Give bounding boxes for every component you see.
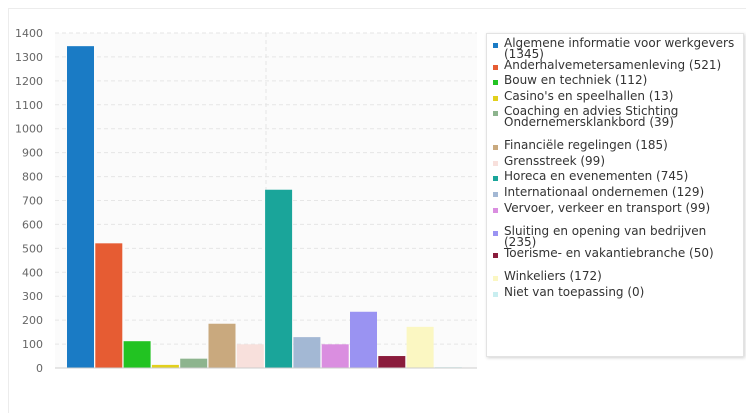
y-tick-label: 400 (22, 266, 43, 279)
y-tick-label: 600 (22, 218, 43, 231)
legend-label: Grensstreek (99) (504, 154, 605, 168)
y-tick-label: 1400 (15, 27, 43, 40)
y-tick-label: 700 (22, 195, 43, 208)
legend-item[interactable]: Niet van toepassing (0) (493, 285, 739, 302)
legend-swatch (493, 111, 498, 116)
legend-swatch (493, 161, 498, 166)
legend-label: Toerisme- en vakantiebranche (50) (504, 246, 714, 260)
bar[interactable] (180, 358, 208, 368)
y-tick-label: 1200 (15, 75, 43, 88)
legend-item[interactable]: Casino's en speelhallen (13) (493, 89, 739, 106)
legend-label: Internationaal ondernemen (129) (504, 185, 705, 199)
legend-label: Sluiting en opening van bedrijven (235) (504, 224, 707, 249)
y-tick-label: 100 (22, 338, 43, 351)
legend-item[interactable]: Toerisme- en vakantiebranche (50) (493, 246, 739, 271)
legend-item[interactable]: Algemene informatie voor werkgevers (134… (493, 36, 739, 61)
legend-item[interactable]: Winkeliers (172) (493, 269, 739, 287)
y-tick-label: 1000 (15, 123, 43, 136)
y-tick-label: 1300 (15, 51, 43, 64)
legend-swatch (493, 176, 498, 181)
y-tick-label: 500 (22, 242, 43, 255)
y-tick-label: 300 (22, 290, 43, 303)
legend-item[interactable]: Financiële regelingen (185) (493, 138, 739, 156)
legend-item[interactable]: Grensstreek (99) (493, 154, 739, 171)
legend-swatch (493, 208, 498, 213)
legend-item[interactable]: Bouw en techniek (112) (493, 73, 739, 91)
y-tick-label: 900 (22, 147, 43, 160)
legend-label: Algemene informatie voor werkgevers (134… (504, 36, 735, 61)
legend-label: Bouw en techniek (112) (504, 73, 648, 87)
bar[interactable] (67, 46, 94, 369)
legend-label: Winkeliers (172) (504, 269, 602, 283)
legend: Algemene informatie voor werkgevers (134… (486, 33, 744, 357)
legend-item[interactable]: Horeca en evenementen (745) (493, 169, 739, 187)
bar[interactable] (95, 243, 123, 368)
legend-label: Horeca en evenementen (745) (504, 169, 689, 183)
legend-label: Niet van toepassing (0) (504, 285, 645, 299)
legend-swatch (493, 80, 498, 85)
bar[interactable] (236, 344, 264, 368)
bar[interactable] (406, 326, 434, 368)
bar[interactable] (123, 341, 151, 368)
legend-swatch (493, 43, 498, 48)
legend-item[interactable]: Internationaal ondernemen (129) (493, 185, 739, 203)
legend-item[interactable]: Anderhalvemetersamenleving (521) (493, 58, 739, 75)
bar[interactable] (378, 356, 406, 368)
legend-label: Anderhalvemetersamenleving (521) (504, 58, 722, 72)
y-tick-label: 800 (22, 171, 43, 184)
legend-label: Financiële regelingen (185) (504, 138, 668, 152)
bar[interactable] (293, 337, 321, 368)
y-tick-label: 1100 (15, 99, 43, 112)
y-tick-label: 0 (36, 362, 43, 375)
legend-swatch (493, 292, 498, 297)
legend-swatch (493, 65, 498, 70)
legend-swatch (493, 192, 498, 197)
y-axis-ticks: 0 100 200 300 400 500 600 700 800 900 1000 1100 1200… (15, 27, 43, 375)
legend-item[interactable]: Coaching en advies Stichting Ondernemers… (493, 104, 739, 140)
legend-swatch (493, 253, 498, 258)
legend-item[interactable]: Vervoer, verkeer en transport (99) (493, 201, 739, 226)
legend-label: Coaching en advies Stichting Ondernemers… (504, 104, 679, 129)
bar[interactable] (321, 344, 349, 368)
bar[interactable] (265, 189, 293, 368)
y-tick-label: 200 (22, 314, 43, 327)
bars (67, 46, 462, 369)
legend-swatch (493, 145, 498, 150)
legend-label: Casino's en speelhallen (13) (504, 89, 674, 103)
legend-label: Vervoer, verkeer en transport (99) (504, 201, 711, 215)
bar[interactable] (350, 311, 377, 368)
legend-swatch (493, 96, 498, 101)
legend-swatch (493, 276, 498, 281)
legend-item[interactable]: Sluiting en opening van bedrijven (235) (493, 224, 739, 249)
legend-swatch (493, 231, 498, 236)
bar[interactable] (151, 364, 179, 368)
bar[interactable] (208, 323, 236, 368)
